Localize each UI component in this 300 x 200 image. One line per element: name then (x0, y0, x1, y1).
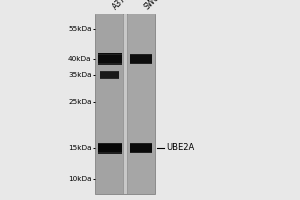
Bar (98, 142, 122, 144)
Bar (130, 143, 152, 144)
Bar (130, 63, 152, 64)
Bar (96, 14, 123, 194)
Text: 55kDa: 55kDa (68, 26, 92, 32)
Bar (130, 54, 152, 64)
Bar (98, 53, 122, 55)
Bar (98, 152, 122, 154)
Bar (95, 14, 155, 194)
Text: A375: A375 (111, 0, 131, 11)
Bar (98, 53, 122, 64)
Bar (130, 54, 152, 55)
Bar (98, 63, 122, 64)
Text: 35kDa: 35kDa (68, 72, 92, 78)
Bar (100, 78, 119, 79)
Bar (100, 71, 119, 72)
Bar (128, 14, 154, 194)
Bar (98, 142, 122, 154)
Bar (130, 143, 152, 153)
Text: 40kDa: 40kDa (68, 56, 92, 62)
Text: SW620: SW620 (142, 0, 168, 11)
Text: 10kDa: 10kDa (68, 176, 92, 182)
Bar (124, 14, 127, 194)
Text: 25kDa: 25kDa (68, 99, 92, 105)
Bar (130, 152, 152, 153)
Text: 15kDa: 15kDa (68, 145, 92, 151)
Text: UBE2A: UBE2A (166, 144, 194, 152)
Bar (100, 71, 119, 79)
